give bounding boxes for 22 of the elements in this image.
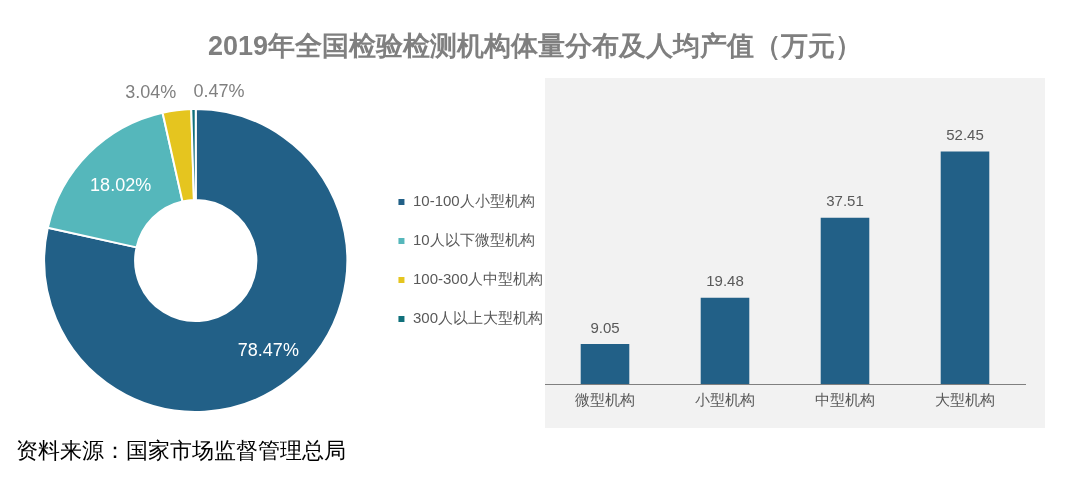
data-label: 9.05	[590, 318, 620, 336]
data-label: 3.04%	[125, 82, 177, 103]
bar	[940, 151, 990, 384]
data-label: 78.47%	[237, 339, 299, 360]
data-label: 18.02%	[90, 174, 152, 195]
bar	[580, 343, 630, 384]
data-label: 0.47%	[193, 80, 245, 101]
chart-title: 2019年全国检验检测机构体量分布及人均产值（万元）	[206, 30, 864, 63]
legend-label: 10人以下微型机构	[412, 231, 535, 249]
bar	[820, 217, 870, 384]
x-tick-label: 微型机构	[575, 391, 635, 409]
bar	[700, 297, 750, 384]
x-tick-label: 小型机构	[695, 391, 755, 409]
legend-label: 10-100人小型机构	[412, 192, 535, 210]
x-tick-label: 大型机构	[935, 391, 995, 409]
data-label: 19.48	[706, 272, 744, 290]
legend-label: 300人以上大型机构	[412, 309, 543, 327]
data-label: 52.45	[946, 126, 984, 144]
legend-label: 100-300人中型机构	[412, 270, 544, 288]
data-label: 37.51	[826, 192, 864, 210]
x-tick-label: 中型机构	[815, 391, 875, 409]
text: 资料来源：国家市场监督管理总局	[16, 437, 346, 465]
